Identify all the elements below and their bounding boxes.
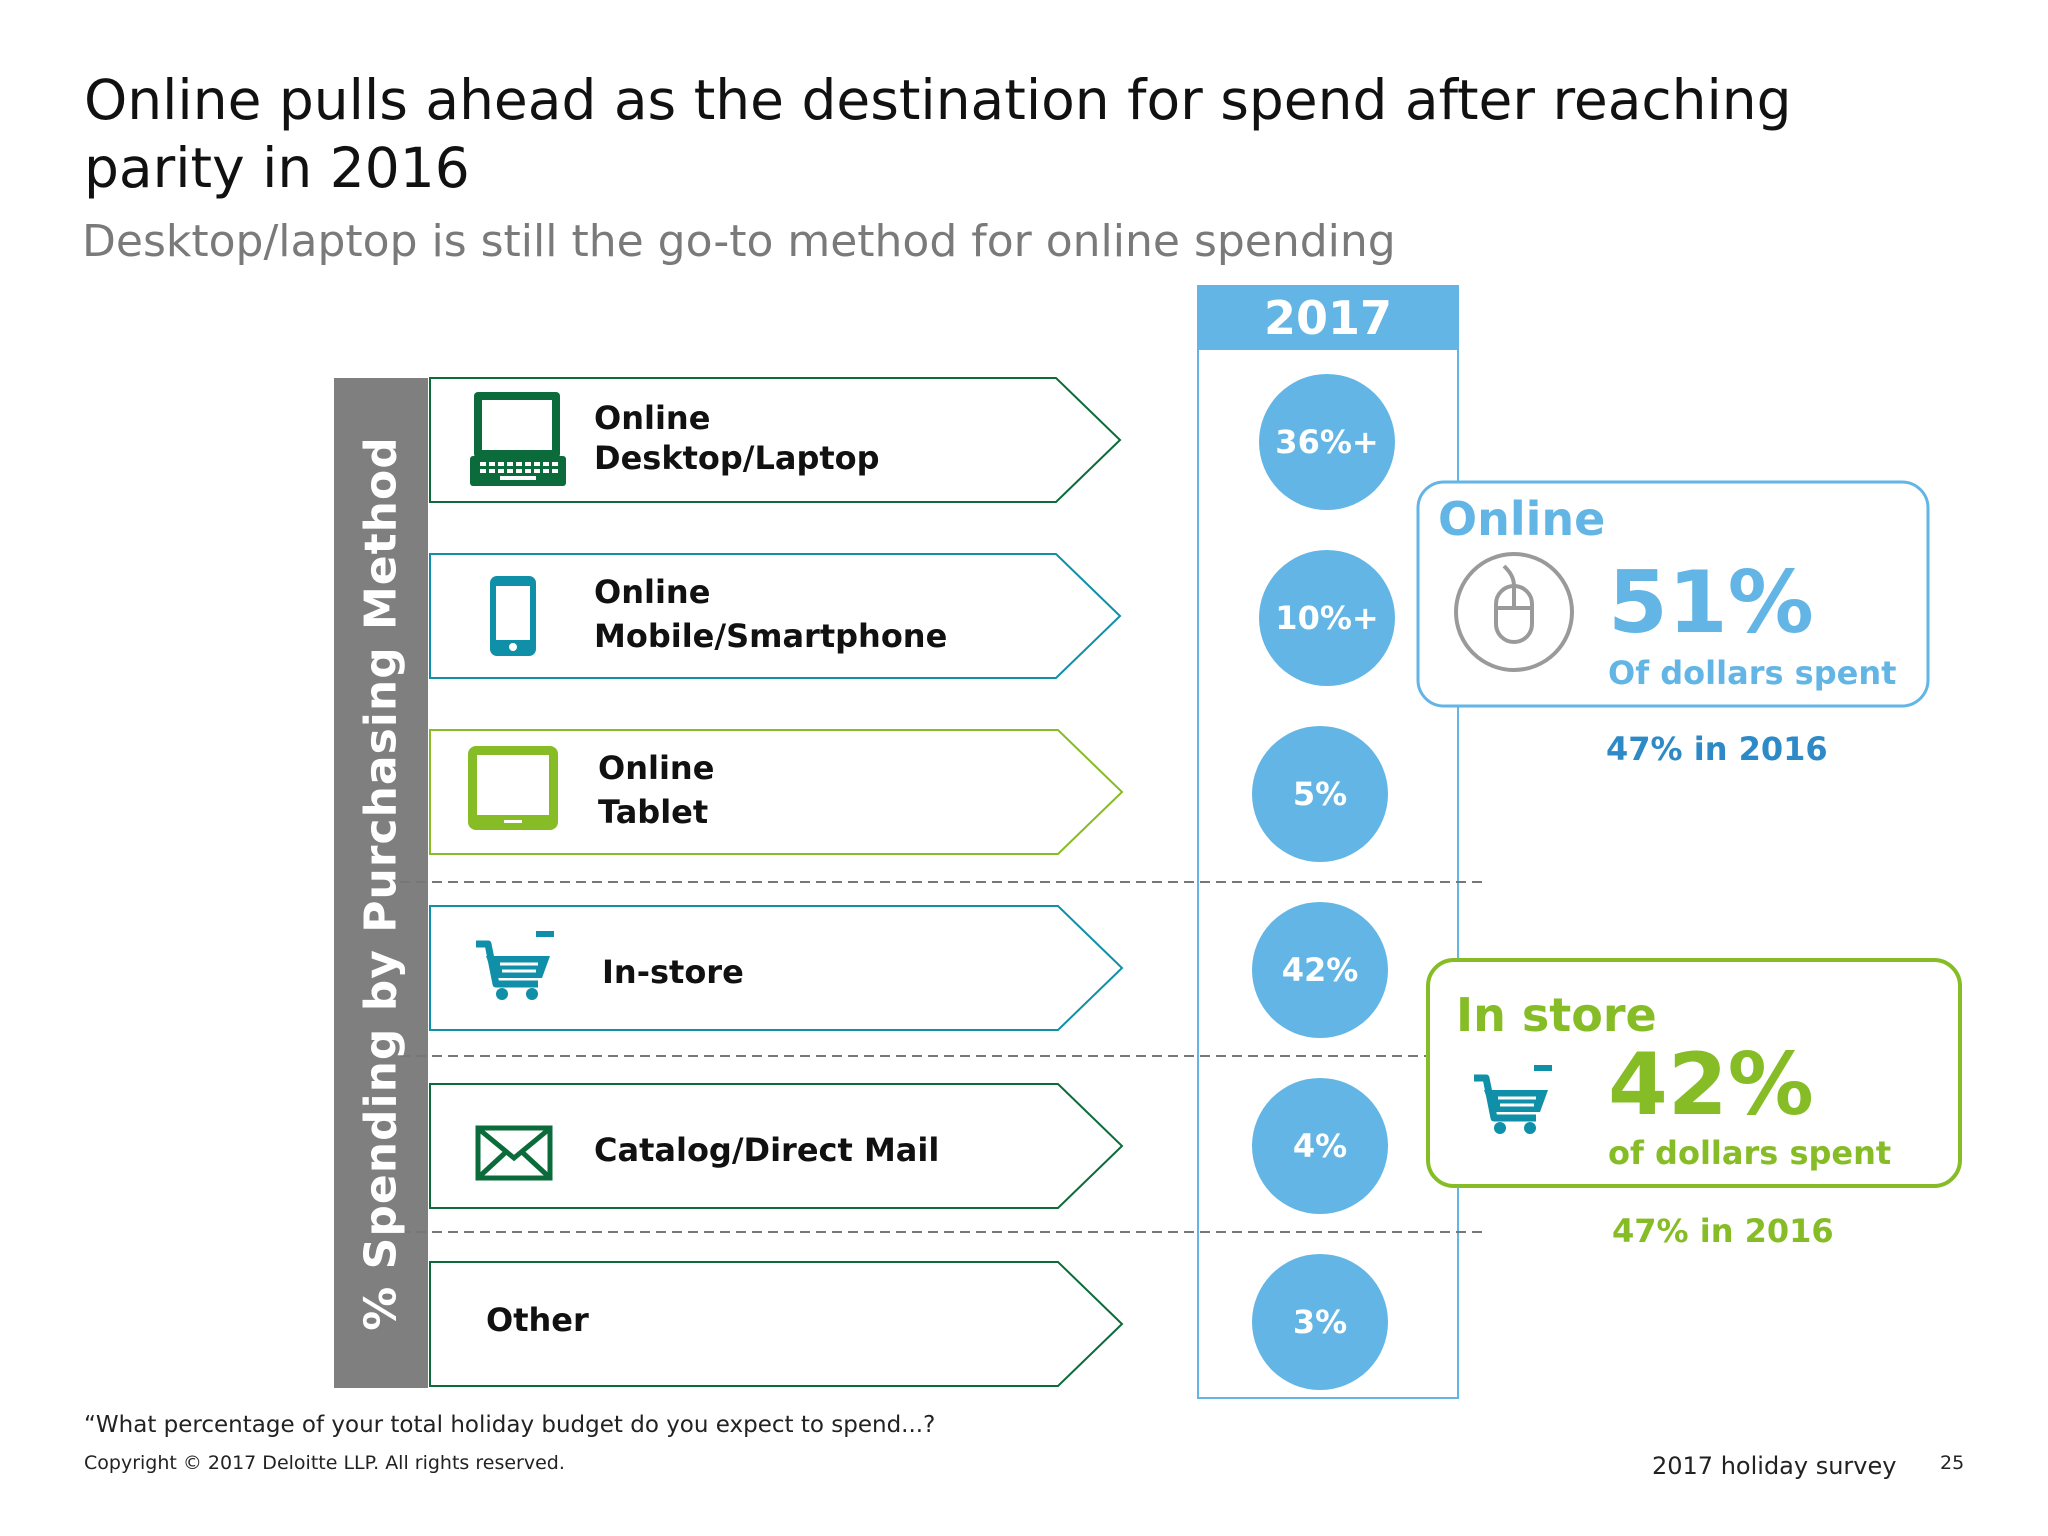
copyright-text: Copyright © 2017 Deloitte LLP. All right… — [84, 1452, 565, 1474]
mouse-icon — [1454, 552, 1574, 672]
page-title: Online pulls ahead as the destination fo… — [84, 68, 1792, 200]
value-desktop: 36%+ — [1275, 423, 1379, 461]
page-subtitle: Desktop/laptop is still the go-to method… — [82, 216, 1396, 267]
instore-box-title: In store — [1456, 988, 1657, 1042]
tablet-icon — [468, 746, 558, 830]
value-circle — [1259, 374, 1395, 510]
survey-name: 2017 holiday survey — [1652, 1452, 1897, 1480]
instore-summary-box — [1426, 958, 1962, 1188]
side-label-bar — [334, 378, 428, 1388]
row-label-tablet: Online Tablet — [598, 746, 714, 834]
value-circle — [1252, 726, 1388, 862]
row-label-mobile: Online Mobile/Smartphone — [594, 570, 947, 658]
row-label-other: Other — [486, 1301, 589, 1339]
smartphone-icon — [490, 576, 536, 656]
survey-question: “What percentage of your total holiday b… — [84, 1412, 936, 1438]
row-arrow-desktop — [429, 377, 1122, 503]
instore-prior-year: 47% in 2016 — [1612, 1212, 1834, 1250]
value-other: 3% — [1292, 1303, 1348, 1341]
value-catalog: 4% — [1292, 1127, 1348, 1165]
value-circle — [1252, 1254, 1388, 1390]
row-label-line: Desktop/Laptop — [594, 439, 880, 477]
row-label-line: Mobile/Smartphone — [594, 617, 948, 655]
row-label-line: Online — [598, 749, 715, 787]
side-axis-label: % Spending by Purchasing Method — [334, 378, 428, 1388]
row-arrow-catalog — [429, 1083, 1124, 1209]
shopping-cart-icon — [476, 931, 554, 1000]
row-label-line: Tablet — [598, 793, 709, 831]
instore-box-caption: of dollars spent — [1608, 1134, 1892, 1172]
value-circle — [1252, 1078, 1388, 1214]
year-header: 2017 — [1263, 291, 1393, 345]
year-header-bar — [1198, 286, 1458, 350]
instore-box-percent: 42% — [1608, 1035, 1814, 1135]
value-tablet: 5% — [1292, 775, 1348, 813]
row-arrow-other — [429, 1261, 1124, 1387]
envelope-icon — [475, 1125, 553, 1181]
row-arrow-instore — [429, 905, 1124, 1031]
row-label-catalog: Catalog/Direct Mail — [594, 1131, 940, 1169]
page-number: 25 — [1940, 1452, 1965, 1474]
online-box-caption: Of dollars spent — [1608, 654, 1897, 692]
online-prior-year: 47% in 2016 — [1606, 730, 1828, 768]
side-axis-label-text: % Spending by Purchasing Method — [355, 435, 407, 1331]
value-circle — [1259, 550, 1395, 686]
laptop-icon — [470, 392, 566, 486]
value-circle — [1252, 902, 1388, 1038]
row-arrow-mobile — [429, 553, 1122, 679]
value-instore: 42% — [1281, 951, 1359, 989]
shopping-cart-icon — [1474, 1065, 1552, 1134]
row-arrow-tablet — [429, 729, 1124, 855]
value-mobile: 10%+ — [1275, 599, 1379, 637]
row-label-instore: In-store — [602, 953, 744, 991]
online-box-title: Online — [1438, 492, 1606, 546]
online-box-percent: 51% — [1608, 553, 1814, 653]
row-label-line: Online — [594, 573, 711, 611]
row-label-desktop: Online Desktop/Laptop — [594, 398, 880, 478]
row-label-line: Online — [594, 399, 711, 437]
